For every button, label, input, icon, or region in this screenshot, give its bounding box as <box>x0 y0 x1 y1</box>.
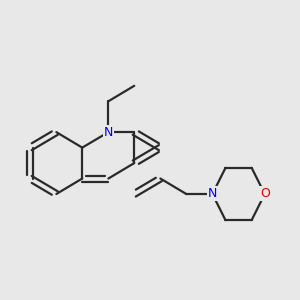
Text: N: N <box>208 188 217 200</box>
Text: O: O <box>260 188 270 200</box>
Text: N: N <box>104 126 113 139</box>
